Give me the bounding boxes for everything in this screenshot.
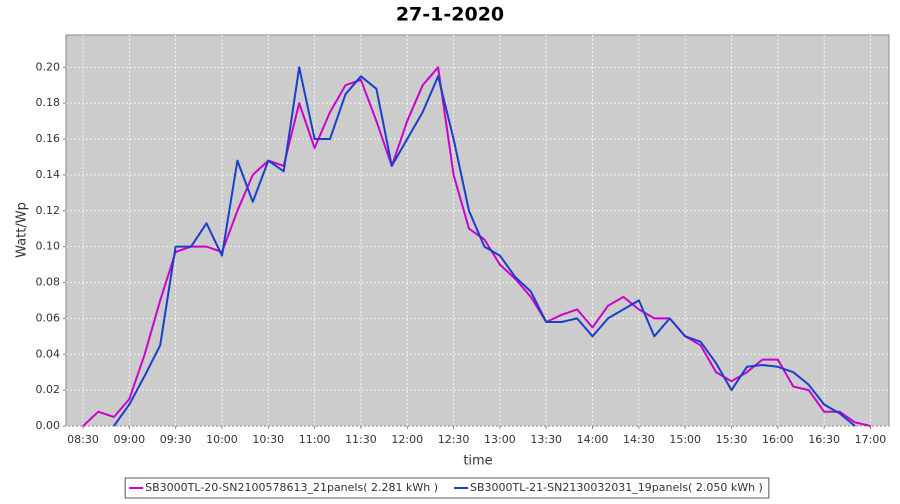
x-tick-label: 12:00 [391, 433, 423, 446]
y-axis-label: Watt/Wp [15, 202, 30, 258]
x-tick-label: 14:00 [577, 433, 609, 446]
y-tick-label: 0.18 [36, 96, 61, 109]
x-tick-label: 09:00 [113, 433, 145, 446]
legend-label: SB3000TL-20-SN2100578613_21panels( 2.281… [145, 481, 438, 494]
x-tick-label: 08:30 [67, 433, 99, 446]
legend-box [124, 477, 770, 499]
chart-title: 27-1-2020 [396, 4, 504, 26]
y-tick-label: 0.06 [36, 311, 61, 324]
x-tick-label: 10:30 [252, 433, 284, 446]
x-tick-label: 16:00 [762, 433, 794, 446]
legend-label: SB3000TL-21-SN2130032031_19panels( 2.050… [470, 481, 763, 494]
y-tick-label: 0.00 [36, 419, 61, 432]
y-tick-label: 0.20 [36, 60, 61, 73]
x-tick-label: 15:00 [669, 433, 701, 446]
x-tick-label: 12:30 [438, 433, 470, 446]
series-line [113, 66, 856, 427]
x-tick-label: 13:30 [530, 433, 562, 446]
x-tick-label: 14:30 [623, 433, 655, 446]
y-tick-label: 0.12 [36, 204, 61, 217]
x-tick-label: 11:30 [345, 433, 377, 446]
y-tick-label: 0.04 [36, 347, 61, 360]
x-tick-label: 16:30 [808, 433, 840, 446]
y-tick-label: 0.02 [36, 383, 61, 396]
x-tick-label: 11:00 [299, 433, 331, 446]
x-axis-label: time [463, 454, 492, 469]
x-tick-label: 13:00 [484, 433, 516, 446]
x-tick-label: 15:30 [716, 433, 748, 446]
x-tick-label: 09:30 [160, 433, 192, 446]
y-tick-label: 0.08 [36, 276, 61, 289]
x-tick-label: 17:00 [855, 433, 887, 446]
y-tick-label: 0.10 [36, 240, 61, 253]
y-tick-label: 0.16 [36, 132, 61, 145]
y-tick-label: 0.14 [36, 168, 61, 181]
x-tick-label: 10:00 [206, 433, 238, 446]
